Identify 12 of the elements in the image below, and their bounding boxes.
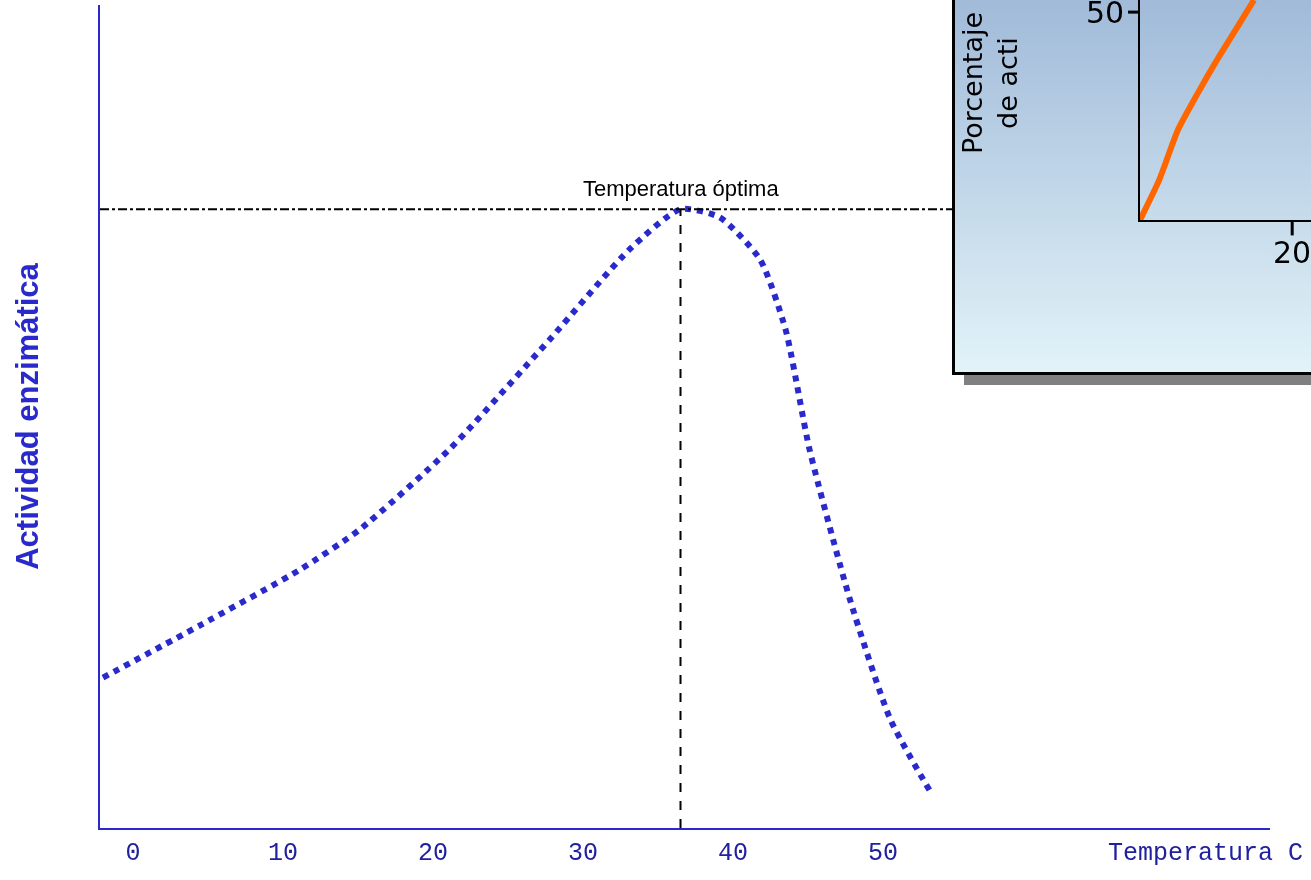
x-tick-label: 10 (267, 839, 299, 868)
x-tick-label: 0 (125, 839, 141, 868)
x-tick-label: 20 (417, 839, 449, 868)
text: 20 (1273, 235, 1311, 270)
y-axis-title: Actividad enzimática (10, 262, 46, 570)
text: 50 (1086, 0, 1125, 30)
x-tick-label: 30 (567, 839, 599, 868)
annotation: Temperatura óptima (583, 176, 780, 201)
y-axis-title: Porcentaje de acti (956, 11, 1024, 155)
x-axis-title: Temperatura C (1108, 839, 1304, 868)
x-tick-label: 40 (717, 839, 749, 868)
x-tick-label: 50 (867, 839, 899, 868)
